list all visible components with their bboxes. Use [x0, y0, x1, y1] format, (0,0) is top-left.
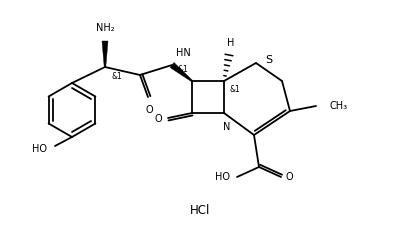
Text: O: O [145, 105, 153, 115]
Text: &1: &1 [229, 85, 240, 94]
Text: &1: &1 [177, 65, 188, 74]
Text: S: S [265, 55, 272, 65]
Polygon shape [170, 62, 193, 82]
Text: HN: HN [176, 48, 191, 58]
Text: CH₃: CH₃ [329, 101, 347, 111]
Text: NH₂: NH₂ [96, 23, 114, 33]
Text: HO: HO [215, 172, 230, 182]
Text: HCl: HCl [190, 203, 210, 216]
Text: O: O [285, 172, 293, 182]
Text: N: N [223, 122, 231, 132]
Text: O: O [154, 114, 162, 124]
Text: &1: &1 [111, 72, 122, 81]
Text: HO: HO [32, 144, 47, 154]
Polygon shape [102, 41, 108, 67]
Text: H: H [227, 38, 235, 48]
